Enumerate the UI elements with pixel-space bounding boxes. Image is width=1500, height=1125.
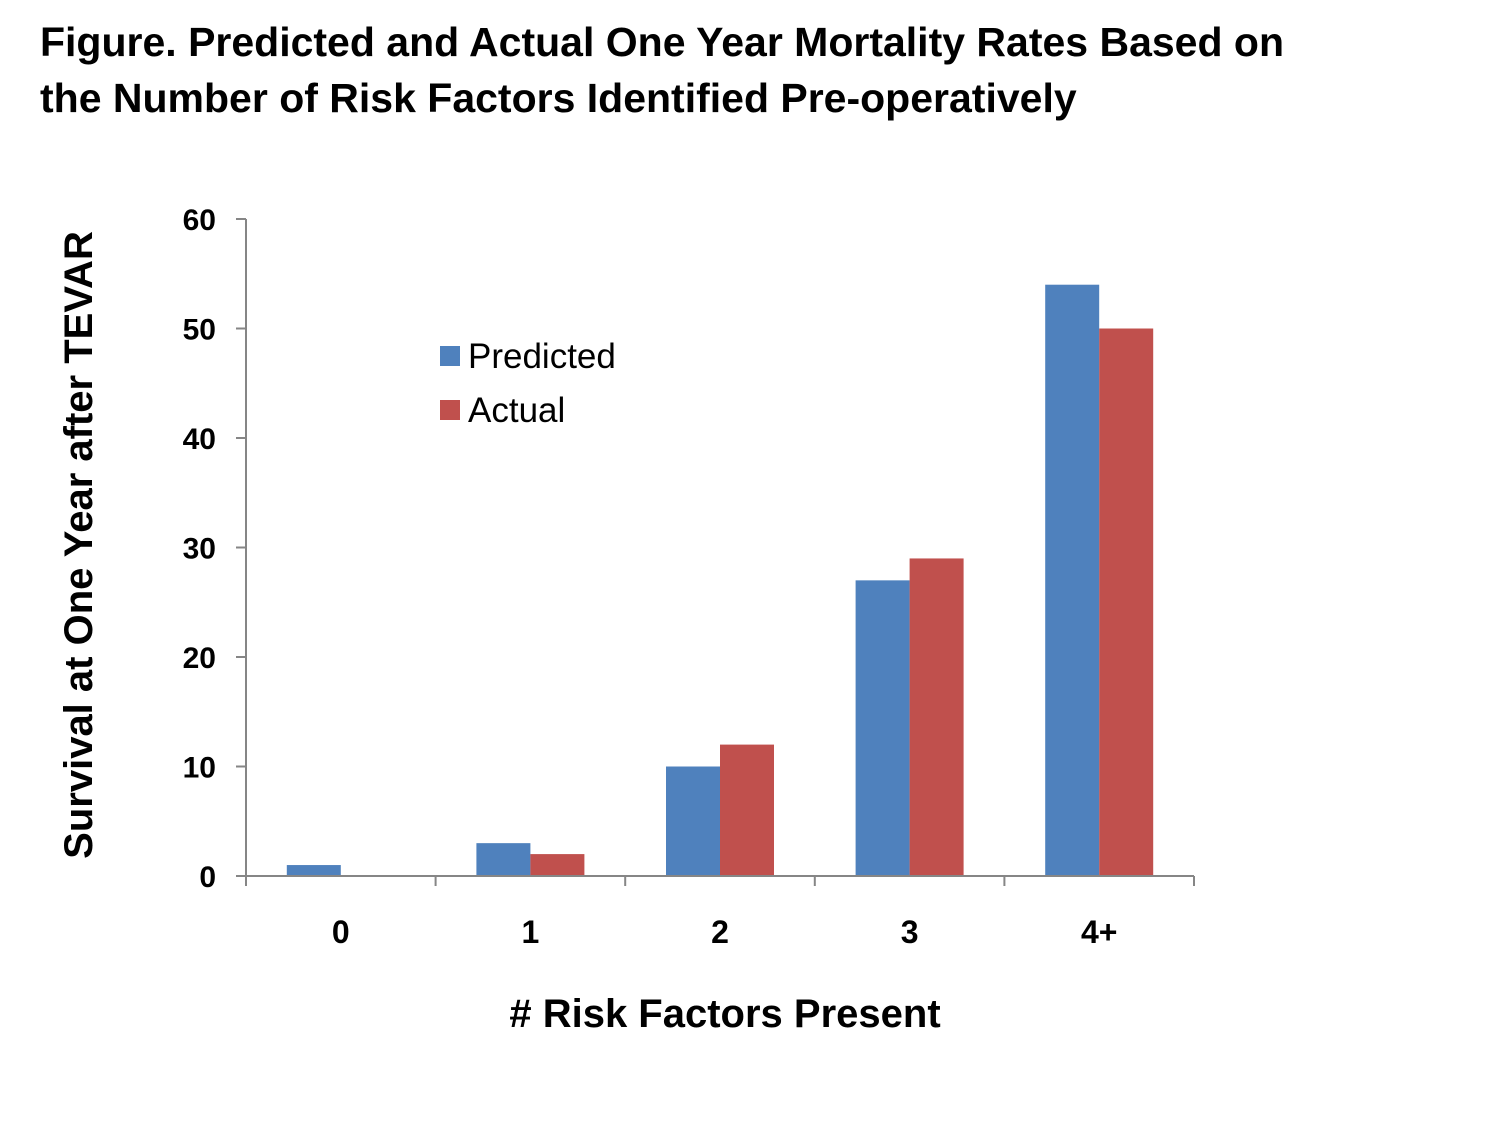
- bar-predicted-1: [476, 843, 531, 876]
- bar-actual-2: [720, 744, 774, 876]
- bars-group: [286, 284, 1154, 876]
- bar-predicted-0: [286, 865, 341, 876]
- legend-label-actual: Actual: [468, 391, 565, 430]
- y-tick-label: 10: [183, 752, 216, 785]
- page-title: Figure. Predicted and Actual One Year Mo…: [40, 14, 1490, 126]
- legend-swatch-actual: [440, 400, 460, 420]
- x-tick-label: 4+: [1081, 914, 1117, 950]
- x-tick-label: 3: [901, 914, 919, 950]
- bar-predicted-4+: [1045, 284, 1100, 876]
- x-tick-label: 2: [711, 914, 729, 950]
- legend-label-predicted: Predicted: [468, 337, 616, 376]
- x-axis-label: # Risk Factors Present: [509, 992, 940, 1036]
- y-axis-label: Survival at One Year after TEVAR: [57, 231, 101, 859]
- bar-actual-1: [530, 854, 585, 876]
- y-tick-label: 30: [183, 533, 216, 566]
- legend-swatch-predicted: [440, 346, 460, 366]
- legend: Predicted Actual: [440, 337, 616, 430]
- bar-predicted-3: [855, 580, 910, 876]
- title-line-1: Figure. Predicted and Actual One Year Mo…: [40, 19, 1285, 65]
- bar-actual-3: [909, 558, 964, 876]
- y-tick-label: 40: [183, 423, 216, 456]
- x-tick-label: 1: [522, 914, 540, 950]
- y-tick-label: 20: [183, 642, 216, 675]
- axes-group: 0 10 20 30 40 50 60 0 1 2 3 4+: [183, 204, 1195, 950]
- y-tick-label: 60: [183, 204, 216, 237]
- y-tick-label: 0: [199, 861, 216, 894]
- title-line-2: the Number of Risk Factors Identified Pr…: [40, 75, 1077, 121]
- bar-actual-4+: [1099, 328, 1154, 876]
- bar-predicted-2: [666, 766, 720, 876]
- y-tick-label: 50: [183, 314, 216, 347]
- x-tick-label: 0: [332, 914, 350, 950]
